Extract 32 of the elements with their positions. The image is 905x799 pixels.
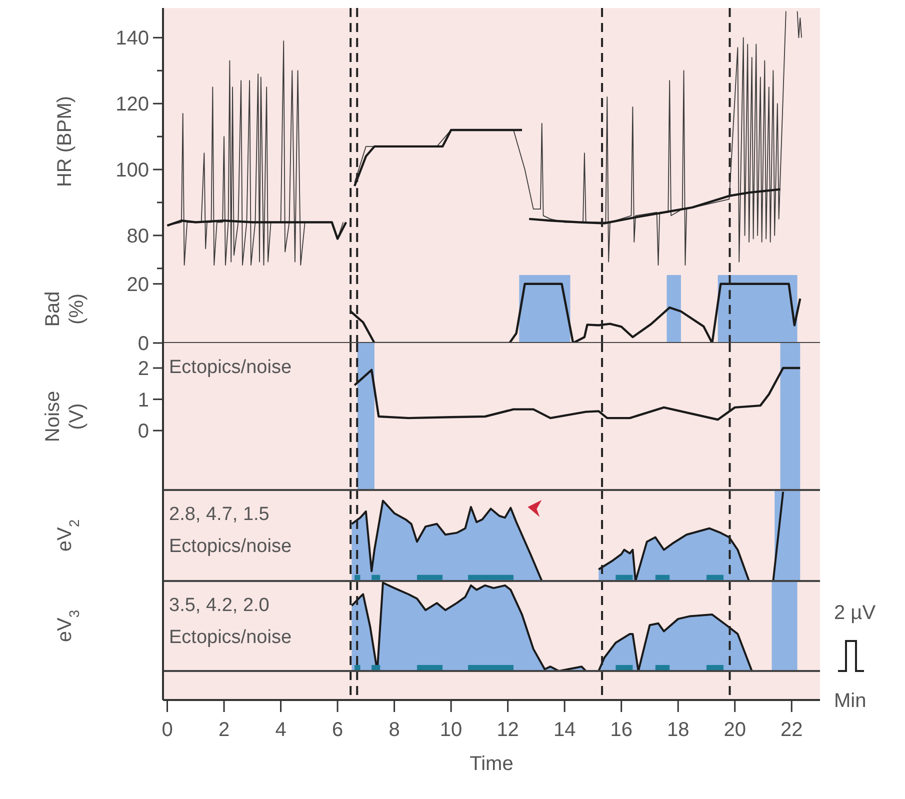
x-tick-label: 18 bbox=[666, 719, 690, 741]
y-tick-label: 20 bbox=[126, 274, 149, 296]
annotation: Ectopics/noise bbox=[169, 357, 292, 378]
x-tick-label: 16 bbox=[610, 719, 632, 741]
annotation: 3.5, 4.2, 2.0 bbox=[169, 595, 270, 616]
annotation: Ectopics/noise bbox=[169, 536, 292, 557]
y-tick-label: 80 bbox=[126, 225, 149, 248]
x-tick-label: 10 bbox=[440, 719, 462, 741]
y2-axis-title: 2 µV bbox=[834, 602, 876, 624]
y-tick-label: 100 bbox=[116, 160, 149, 182]
y-axis-title: Bad (%) bbox=[42, 291, 88, 327]
y-axis-title: Noise (V) bbox=[42, 390, 88, 442]
x-tick-label: 8 bbox=[388, 719, 400, 741]
x-tick-label: 22 bbox=[780, 719, 803, 741]
y-axis-title: HR (BPM) bbox=[54, 96, 76, 188]
x-tick-label: 4 bbox=[275, 719, 286, 741]
text: Min bbox=[834, 690, 866, 712]
x-axis-title: Time bbox=[470, 753, 514, 775]
y-tick-label: 140 bbox=[116, 28, 149, 50]
annotation: Ectopics/noise bbox=[169, 627, 292, 648]
x-tick-label: 12 bbox=[496, 719, 519, 741]
x-tick-label: 2 bbox=[218, 719, 230, 741]
x-tick-label: 0 bbox=[162, 719, 173, 741]
y-tick-label: 2 bbox=[138, 358, 149, 380]
x-tick-label: 14 bbox=[553, 719, 576, 741]
annotation: 2.8, 4.7, 1.5 bbox=[169, 504, 270, 525]
x-tick-label: 20 bbox=[724, 719, 746, 741]
x-tick-label: 6 bbox=[332, 719, 344, 741]
y-tick-label: 0 bbox=[138, 333, 149, 355]
y-tick-label: 1 bbox=[138, 389, 149, 412]
y-tick-label: 120 bbox=[116, 94, 149, 116]
y-tick-label: 0 bbox=[138, 420, 149, 443]
